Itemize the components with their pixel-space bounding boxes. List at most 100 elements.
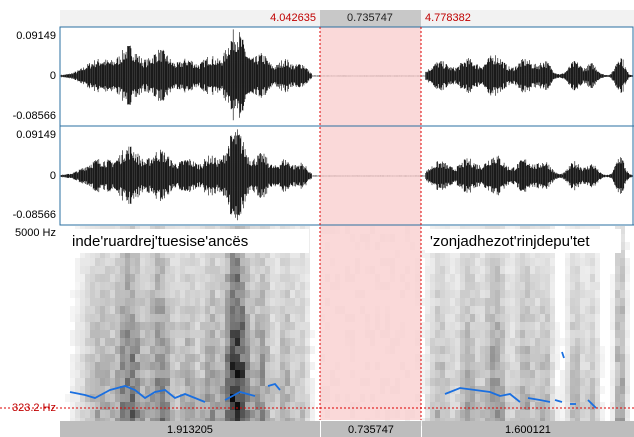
spectrogram-cell	[590, 330, 595, 338]
spectrogram-cell	[120, 314, 125, 322]
spectrogram-cell	[560, 370, 565, 378]
spectrogram-cell	[480, 394, 485, 402]
spectrogram-cell	[120, 354, 125, 362]
spectrogram-cell	[525, 346, 530, 354]
spectrogram-cell	[430, 394, 435, 402]
spectrogram-cell	[480, 274, 485, 282]
spectrogram-cell	[220, 298, 225, 306]
spectrogram-cell	[615, 322, 620, 330]
spectrogram-cell	[505, 330, 510, 338]
spectrogram-cell	[505, 354, 510, 362]
spectrogram-cell	[220, 362, 225, 370]
spectrogram-cell	[235, 378, 240, 386]
spectrogram-cell	[185, 290, 190, 298]
spectrogram-cell	[495, 298, 500, 306]
spectrogram-cell	[450, 338, 455, 346]
spectrogram-cell	[120, 362, 125, 370]
spectrogram-cell	[185, 346, 190, 354]
spectrogram-cell	[550, 314, 555, 322]
spectrogram-cell	[200, 274, 205, 282]
spectrogram-cell	[580, 410, 585, 418]
spectrogram-cell	[215, 266, 220, 274]
spectrogram-cell	[205, 314, 210, 322]
spectrogram-cell	[210, 402, 215, 410]
spectrogram-cell	[595, 362, 600, 370]
spectrogram-cell	[465, 266, 470, 274]
spectrogram-cell	[140, 402, 145, 410]
spectrogram-cell	[575, 322, 580, 330]
spectrogram-cell	[90, 298, 95, 306]
spectrogram-cell	[460, 338, 465, 346]
spectrogram-cell	[240, 298, 245, 306]
spectrogram-cell	[565, 338, 570, 346]
spectrogram-cell	[445, 354, 450, 362]
spectrogram-cell	[550, 282, 555, 290]
spectrogram-cell	[500, 290, 505, 298]
spectrogram-cell	[170, 386, 175, 394]
spectrogram-cell	[285, 298, 290, 306]
spectrogram-cell	[560, 378, 565, 386]
spectrogram-cell	[250, 298, 255, 306]
spectrogram-cell	[150, 370, 155, 378]
spectrogram-cell	[280, 362, 285, 370]
spectrogram-cell	[445, 330, 450, 338]
spectrogram-cell	[210, 266, 215, 274]
spectrogram-cell	[280, 402, 285, 410]
spectrogram-cell	[245, 338, 250, 346]
spectrogram-cell	[105, 258, 110, 266]
spectrogram-cell	[275, 274, 280, 282]
spectrogram-cell	[525, 330, 530, 338]
spectrogram-cell	[260, 354, 265, 362]
spectrogram-cell	[450, 346, 455, 354]
spectrogram-cell	[255, 282, 260, 290]
spectrogram-cell	[255, 274, 260, 282]
spectrogram-cell	[70, 330, 75, 338]
spectrogram-cell	[185, 338, 190, 346]
spectrogram-cell	[455, 322, 460, 330]
spectrogram-cell	[290, 378, 295, 386]
spectrogram-cell	[515, 386, 520, 394]
spectrogram-cell	[180, 306, 185, 314]
spectrogram-cell	[285, 306, 290, 314]
spectrogram-cell	[90, 290, 95, 298]
spectrogram-cell	[455, 274, 460, 282]
spectrogram-cell	[200, 258, 205, 266]
spectrogram-cell	[185, 258, 190, 266]
spectrogram-cell	[195, 330, 200, 338]
spectrogram-cell	[285, 410, 290, 418]
spectrogram-cell	[520, 258, 525, 266]
spectrogram-cell	[595, 298, 600, 306]
spectrogram-cell	[275, 298, 280, 306]
spectrogram-cell	[280, 266, 285, 274]
spectrogram-cell	[230, 322, 235, 330]
spectrogram-cell	[195, 346, 200, 354]
spectrogram-cell	[260, 410, 265, 418]
spectrogram-cell	[290, 410, 295, 418]
spectrogram-cell	[500, 274, 505, 282]
spectrogram-cell	[90, 370, 95, 378]
spectrogram-cell	[180, 362, 185, 370]
spectrogram-cell	[135, 322, 140, 330]
spectrogram-cell	[310, 378, 315, 386]
spectrogram-cell	[510, 338, 515, 346]
spectrogram-cell	[165, 410, 170, 418]
spectrogram-cell	[305, 282, 310, 290]
spectrogram-cell	[445, 314, 450, 322]
spectrogram-cell	[265, 354, 270, 362]
spectrogram-cell	[160, 410, 165, 418]
spectrogram-cell	[200, 298, 205, 306]
spectrogram-cell	[470, 378, 475, 386]
spectrogram-cell	[470, 410, 475, 418]
spectrogram-cell	[125, 314, 130, 322]
selection[interactable]	[320, 27, 421, 420]
spectrogram-cell	[475, 410, 480, 418]
spectrogram-cell	[205, 378, 210, 386]
spectrogram-cell	[170, 378, 175, 386]
spectrogram-cell	[95, 338, 100, 346]
spectrogram-cell	[180, 298, 185, 306]
spectrogram-cell	[270, 402, 275, 410]
spectrogram-cell	[215, 346, 220, 354]
spectrogram-cell	[130, 314, 135, 322]
spectrogram-cell	[485, 298, 490, 306]
spectrogram-cell	[535, 370, 540, 378]
